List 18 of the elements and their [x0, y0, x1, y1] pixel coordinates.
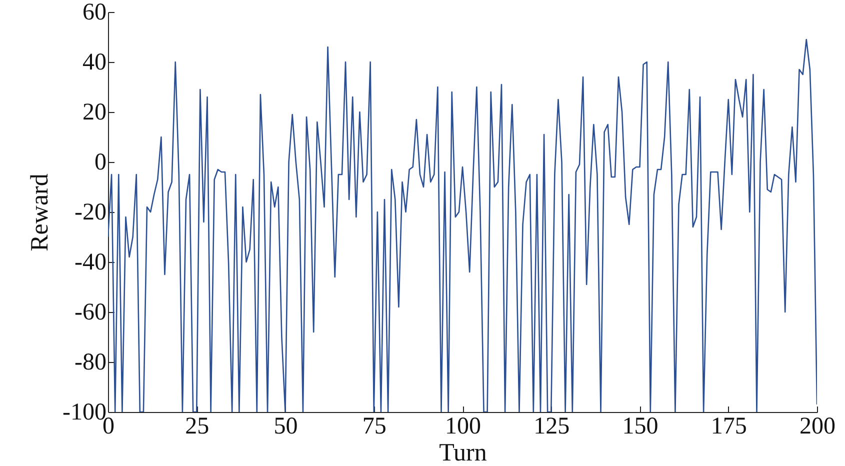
y-tick-label: 40: [82, 50, 106, 76]
y-tick-label: -40: [74, 250, 106, 276]
x-tick-label: 175: [710, 414, 747, 440]
x-tick-label: 50: [274, 414, 298, 440]
y-tick-label: 60: [82, 0, 106, 26]
x-axis-title: Turn: [439, 440, 488, 466]
y-tick-label: 20: [82, 100, 106, 126]
y-tick-label: -80: [74, 350, 106, 376]
y-tick-label: -20: [74, 200, 106, 226]
x-tick-label: 150: [622, 414, 658, 440]
x-tick-label: 125: [534, 414, 570, 440]
y-axis-title: Reward: [26, 173, 54, 252]
x-tick-label: 100: [445, 414, 481, 440]
x-tick-label: 75: [362, 414, 386, 440]
x-tick-label: 25: [185, 414, 210, 440]
y-tick-label: 0: [94, 150, 106, 176]
x-tick-label: 200: [800, 414, 836, 440]
y-tick-label: -60: [74, 300, 106, 326]
